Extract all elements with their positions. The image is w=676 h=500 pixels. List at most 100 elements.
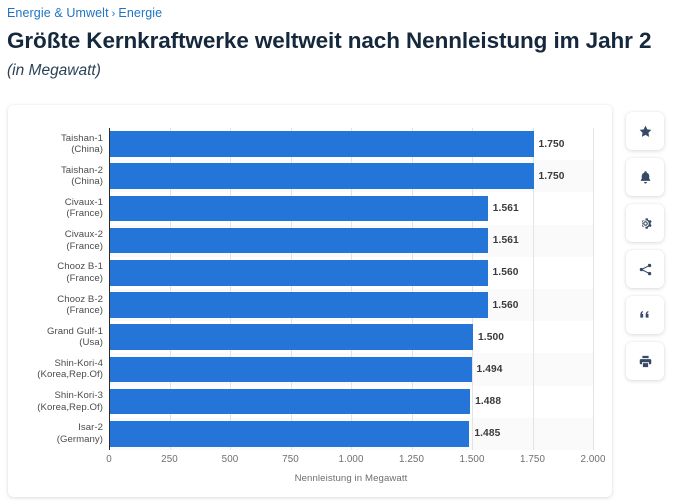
bar-value-label: 1.750	[538, 170, 565, 182]
gridline	[290, 128, 292, 450]
print-icon	[638, 354, 653, 369]
category-label: Taishan-2 (China)	[8, 160, 103, 192]
bar-value-label: 1.500	[478, 331, 504, 343]
page-subtitle: (in Megawatt)	[7, 62, 101, 79]
bar[interactable]	[110, 356, 472, 383]
gridline	[169, 128, 171, 450]
category-label: Civaux-1 (France)	[8, 192, 103, 224]
category-label-region: (China)	[71, 176, 103, 188]
x-axis-ticks: 0 250 500 750 1.000 1.250 1.500 1.750 2.000	[8, 454, 612, 470]
bar[interactable]	[110, 260, 488, 286]
x-tick-label: 0	[106, 454, 112, 465]
share-icon	[638, 262, 653, 277]
chart-plot-area: Taishan-1 (China) 1.750 Taishan-2 (China) 1.7…	[8, 105, 612, 497]
x-tick-label: 1.250	[398, 454, 425, 465]
breadcrumb-item-category[interactable]: Energie & Umwelt	[7, 6, 109, 20]
category-label-region: (France)	[66, 272, 103, 284]
chart-row: Chooz B-1 (France) 1.560	[8, 257, 612, 289]
chart-row: Civaux-2 (France) 1.561	[8, 225, 612, 257]
breadcrumb-separator: ›	[111, 8, 116, 20]
gridline	[593, 128, 594, 450]
category-label: Taishan-1 (China)	[8, 128, 103, 160]
category-label-name: Shin-Kori-3	[54, 390, 103, 402]
x-tick-label: 2.000	[580, 454, 606, 465]
category-label-name: Isar-2	[78, 422, 103, 434]
quote-icon	[638, 308, 652, 322]
category-label-region: (France)	[66, 240, 103, 252]
x-tick-label: 500	[221, 454, 239, 465]
x-tick-label: 750	[282, 454, 299, 465]
chart-row: Grand Gulf-1 (Usa) 1.500	[8, 321, 612, 353]
breadcrumb: Energie & Umwelt › Energie	[7, 4, 676, 23]
star-icon	[638, 124, 653, 139]
bar-value-label: 1.560	[492, 267, 519, 279]
category-label: Grand Gulf-1 (Usa)	[8, 321, 103, 353]
chart-row: Isar-2 (Germany) 1.485	[8, 418, 612, 450]
bell-icon	[638, 170, 653, 185]
bar-value-label: 1.750	[538, 138, 565, 150]
category-label-name: Civaux-2	[64, 229, 103, 241]
category-label-name: Taishan-1	[60, 132, 103, 144]
favorite-button[interactable]	[626, 112, 664, 150]
bar-value-label: 1.561	[492, 202, 519, 214]
bar-rows: Taishan-1 (China) 1.750 Taishan-2 (China) 1.7…	[8, 128, 612, 450]
bar[interactable]	[110, 324, 473, 350]
bar[interactable]	[110, 131, 534, 157]
category-label-region: (France)	[66, 305, 103, 317]
category-label-name: Grand Gulf-1	[46, 325, 103, 337]
breadcrumb-item-subcategory[interactable]: Energie	[118, 6, 163, 20]
category-label: Chooz B-2 (France)	[8, 289, 103, 321]
gridline	[411, 128, 413, 450]
settings-button[interactable]	[626, 204, 664, 242]
category-label-region: (Usa)	[79, 337, 103, 349]
chart-row: Taishan-2 (China) 1.750	[8, 160, 612, 192]
category-label: Isar-2 (Germany)	[8, 418, 103, 450]
x-tick-label: 1.500	[459, 454, 485, 465]
cite-button[interactable]	[626, 296, 664, 334]
category-label-region: (France)	[66, 208, 103, 220]
category-label-region: (Korea,Rep.Of)	[37, 401, 103, 413]
x-tick-label: 1.000	[338, 454, 364, 465]
gridline	[230, 128, 231, 450]
gridline	[472, 128, 473, 450]
page-header: Energie & Umwelt › Energie Größte Kernkraf…	[0, 0, 676, 82]
bar-value-label: 1.494	[476, 363, 503, 375]
chart-row: Civaux-1 (France) 1.561	[8, 192, 612, 224]
y-axis-line	[109, 128, 111, 450]
bar[interactable]	[110, 292, 488, 318]
category-label-name: Civaux-1	[64, 196, 103, 208]
category-label-region: (Germany)	[56, 433, 103, 445]
chart-row: Shin-Kori-4 (Korea,Rep.Of) 1.494	[8, 353, 612, 385]
bar[interactable]	[110, 163, 534, 189]
chart-row: Taishan-1 (China) 1.750	[8, 128, 612, 160]
chart-card: Taishan-1 (China) 1.750 Taishan-2 (China) 1.7…	[8, 105, 612, 497]
bar-value-label: 1.560	[492, 299, 519, 311]
gridline	[532, 128, 534, 450]
gridline	[351, 128, 352, 450]
bar-value-label: 1.485	[474, 428, 501, 440]
x-axis-title: Nennleistung in Megawatt	[294, 473, 408, 484]
bar-value-label: 1.488	[475, 396, 502, 408]
share-button[interactable]	[626, 250, 664, 288]
page-title: Größte Kernkraftwerke weltweit nach Nenn…	[7, 28, 652, 53]
alert-button[interactable]	[626, 158, 664, 196]
gear-icon	[638, 216, 653, 231]
x-tick-label: 250	[161, 454, 178, 465]
category-label-name: Taishan-2	[60, 164, 103, 176]
print-button[interactable]	[626, 342, 664, 380]
bar[interactable]	[110, 195, 488, 222]
category-label-region: (China)	[71, 144, 103, 156]
x-tick-label: 1.750	[519, 454, 546, 465]
bar[interactable]	[110, 227, 488, 254]
category-label-name: Shin-Kori-4	[54, 357, 103, 369]
chart-row: Shin-Kori-3 (Korea,Rep.Of) 1.488	[8, 386, 612, 418]
category-label-name: Chooz B-1	[57, 261, 103, 273]
category-label: Shin-Kori-3 (Korea,Rep.Of)	[8, 386, 103, 418]
bar[interactable]	[110, 421, 470, 447]
bar-value-label: 1.561	[492, 235, 519, 247]
chart-toolbar	[626, 112, 664, 380]
bar[interactable]	[110, 388, 471, 415]
gridlines	[109, 128, 594, 450]
category-label: Chooz B-1 (France)	[8, 257, 103, 289]
